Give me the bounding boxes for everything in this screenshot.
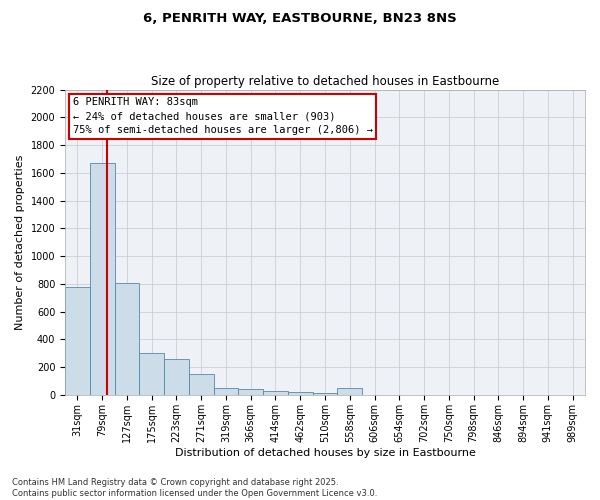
Bar xyxy=(337,388,362,395)
Bar xyxy=(164,359,189,395)
Bar xyxy=(139,354,164,395)
Bar xyxy=(115,282,139,395)
Title: Size of property relative to detached houses in Eastbourne: Size of property relative to detached ho… xyxy=(151,76,499,88)
Y-axis label: Number of detached properties: Number of detached properties xyxy=(15,154,25,330)
Bar xyxy=(313,393,337,395)
Bar xyxy=(90,163,115,395)
Bar xyxy=(263,391,288,395)
Text: 6, PENRITH WAY, EASTBOURNE, BN23 8NS: 6, PENRITH WAY, EASTBOURNE, BN23 8NS xyxy=(143,12,457,26)
Bar xyxy=(214,388,238,395)
Bar xyxy=(65,286,90,395)
Text: 6 PENRITH WAY: 83sqm
← 24% of detached houses are smaller (903)
75% of semi-deta: 6 PENRITH WAY: 83sqm ← 24% of detached h… xyxy=(73,98,373,136)
Text: Contains HM Land Registry data © Crown copyright and database right 2025.
Contai: Contains HM Land Registry data © Crown c… xyxy=(12,478,377,498)
Bar xyxy=(288,392,313,395)
Bar xyxy=(189,374,214,395)
X-axis label: Distribution of detached houses by size in Eastbourne: Distribution of detached houses by size … xyxy=(175,448,475,458)
Bar xyxy=(238,390,263,395)
